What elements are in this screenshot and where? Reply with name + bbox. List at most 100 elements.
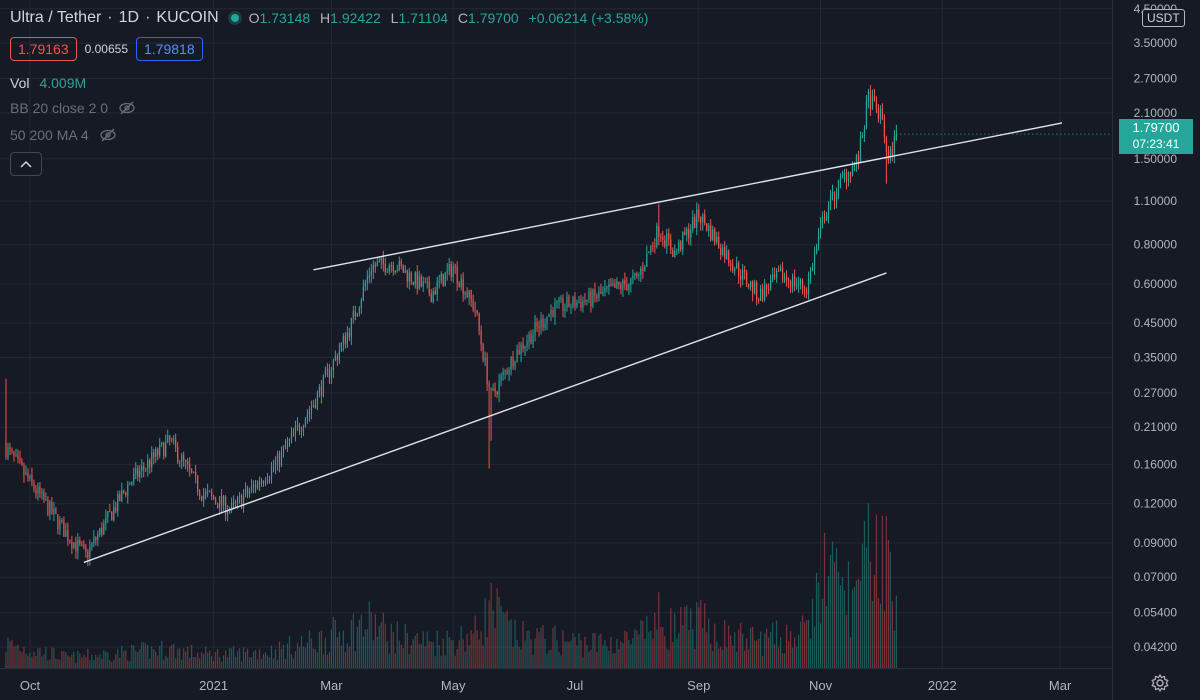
candle-body xyxy=(478,313,480,331)
candle-body xyxy=(698,209,700,218)
candle-body xyxy=(672,250,674,257)
candle-body xyxy=(841,174,844,177)
volume-bar xyxy=(546,654,548,668)
candle-body xyxy=(835,195,838,202)
time-axis[interactable]: Oct 2021 Mar May Jul Sep Nov 2022 Mar xyxy=(0,668,1112,694)
candle-body xyxy=(374,265,376,267)
candle-body xyxy=(260,480,263,484)
candle-body xyxy=(13,451,15,457)
candle-body xyxy=(618,281,620,285)
volume-bar xyxy=(306,642,309,668)
candle-body xyxy=(103,522,105,535)
candle-body xyxy=(512,356,514,367)
volume-bar xyxy=(827,576,830,668)
candle-body xyxy=(65,530,67,537)
volume-bar xyxy=(506,610,508,668)
volume-bar xyxy=(392,632,394,668)
eye-crossed-icon[interactable] xyxy=(118,101,136,115)
collapse-legend-button[interactable] xyxy=(10,152,42,176)
volume-bar xyxy=(75,662,77,668)
price-tick-label: 0.45000 xyxy=(1134,316,1178,330)
volume-bar xyxy=(702,628,704,668)
candle-body xyxy=(444,273,446,287)
candle-body xyxy=(302,427,305,431)
candle-body xyxy=(318,386,321,393)
indicator-bollinger[interactable]: BB 20 close 2 0 xyxy=(10,100,136,116)
volume-bar xyxy=(105,651,107,668)
candle-body xyxy=(236,496,239,502)
volume-bar xyxy=(881,515,884,668)
volume-bar xyxy=(226,657,229,668)
candle-body xyxy=(416,272,418,289)
volume-bar xyxy=(183,648,185,668)
candle-body xyxy=(408,272,410,282)
volume-bar xyxy=(656,629,658,668)
volume-bar xyxy=(598,635,600,668)
trendlines[interactable] xyxy=(83,122,1063,564)
volume-bar xyxy=(117,648,119,668)
candle-body xyxy=(760,288,762,301)
candle-body xyxy=(129,484,131,486)
candle-body xyxy=(274,462,277,467)
volume-bar xyxy=(372,640,374,668)
candle-body xyxy=(79,540,81,545)
volume-bar xyxy=(298,647,301,668)
price-tick-label: 3.50000 xyxy=(1134,36,1178,50)
volume-bar xyxy=(817,582,820,668)
candle-body xyxy=(704,214,706,224)
trendline xyxy=(83,272,887,564)
sell-button[interactable]: 1.79163 xyxy=(10,37,77,61)
price-tick-label: 1.50000 xyxy=(1134,152,1178,166)
volume-bar xyxy=(510,619,512,668)
volume-bar xyxy=(839,585,842,668)
close-value: 1.79700 xyxy=(468,10,519,26)
price-axis[interactable]: 4.500003.500002.700002.100001.500001.100… xyxy=(1112,0,1200,700)
volume-bar xyxy=(596,651,598,668)
candle-body xyxy=(847,171,850,182)
candle-body xyxy=(851,165,854,176)
interval[interactable]: 1D xyxy=(118,9,140,26)
volume-bar xyxy=(334,619,336,668)
volume-bar xyxy=(502,611,504,668)
volume-bar xyxy=(600,633,602,668)
candle-body xyxy=(189,464,191,470)
volume-bar xyxy=(330,629,333,668)
candle-body xyxy=(722,247,724,255)
candle-body xyxy=(520,344,522,355)
volume-bar xyxy=(620,641,622,668)
volume-bar xyxy=(412,639,414,668)
volume-bar xyxy=(342,630,344,668)
volume-bar xyxy=(716,641,718,668)
indicator-moving-average[interactable]: 50 200 MA 4 xyxy=(10,127,117,143)
volume-bar xyxy=(368,601,370,668)
volume-bar xyxy=(488,600,490,668)
volume-bar xyxy=(85,657,87,668)
price-tick-label: 2.10000 xyxy=(1134,106,1178,120)
gear-icon[interactable] xyxy=(1150,673,1170,693)
buy-button[interactable]: 1.79818 xyxy=(136,37,203,61)
volume-bar xyxy=(320,630,323,668)
candle-body xyxy=(462,279,464,295)
candle-body xyxy=(799,280,802,285)
volume-bar xyxy=(187,646,189,668)
volume-bar xyxy=(312,648,315,668)
volume-bar xyxy=(508,620,510,668)
volume-bar xyxy=(123,651,125,668)
volume-bar xyxy=(240,661,243,668)
candle-body xyxy=(540,318,542,329)
currency-badge[interactable]: USDT xyxy=(1142,9,1185,27)
volume-bar xyxy=(422,631,424,668)
time-tick-label: Mar xyxy=(320,678,343,693)
eye-crossed-icon[interactable] xyxy=(99,128,117,142)
candle-body xyxy=(849,171,852,176)
candle-body xyxy=(370,271,372,276)
candle-body xyxy=(378,260,380,263)
candle-body xyxy=(165,441,167,457)
volume-bar xyxy=(137,651,139,668)
volume-bar xyxy=(756,640,758,668)
indicator-volume[interactable]: Vol 4.009M xyxy=(10,75,86,91)
candle-body xyxy=(157,449,159,456)
symbol-name[interactable]: Ultra / Tether xyxy=(10,9,102,26)
candle-body xyxy=(135,468,137,474)
